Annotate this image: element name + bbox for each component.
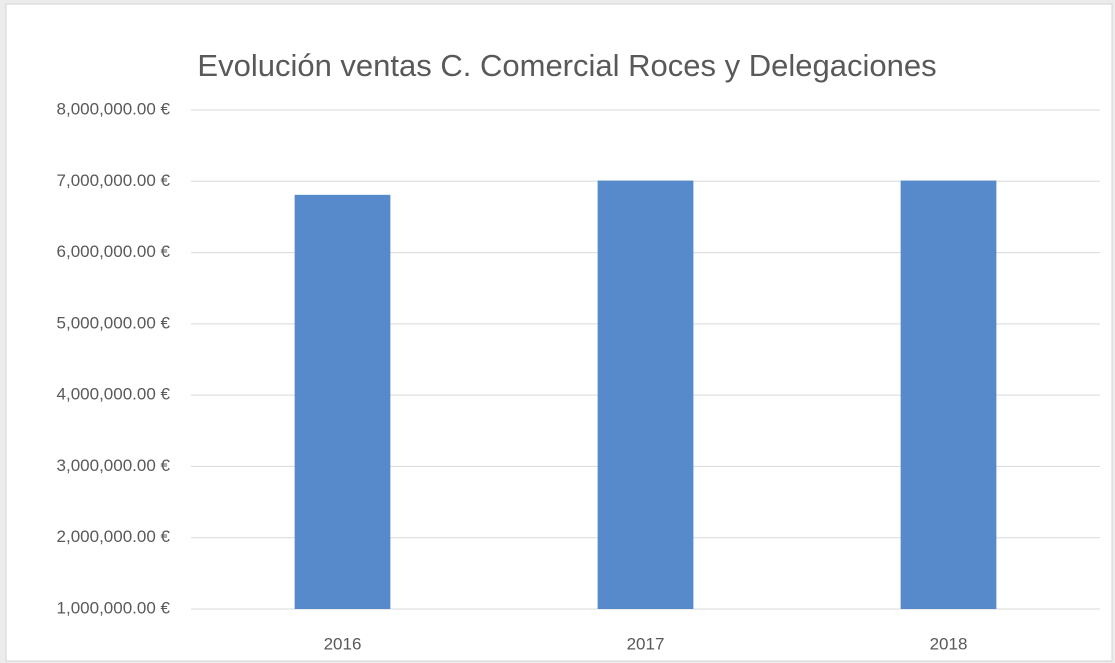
y-tick-label: 4,000,000.00 €: [57, 385, 171, 404]
y-tick-label: 2,000,000.00 €: [57, 527, 171, 546]
y-tick-label: 7,000,000.00 €: [57, 171, 171, 190]
bar: [294, 194, 391, 609]
y-tick-label: 8,000,000.00 €: [57, 99, 171, 118]
chart-title: Evolución ventas C. Comercial Roces y De…: [197, 48, 936, 83]
y-tick-label: 3,000,000.00 €: [57, 456, 171, 475]
x-tick-label: 2017: [627, 634, 665, 653]
y-tick-label: 5,000,000.00 €: [57, 313, 171, 332]
bar: [597, 180, 694, 609]
x-tick-label: 2016: [324, 634, 362, 653]
y-tick-label: 6,000,000.00 €: [57, 242, 171, 261]
y-tick-label: 1,000,000.00 €: [57, 598, 171, 617]
x-tick-label: 2018: [930, 634, 968, 653]
bar: [900, 180, 997, 609]
